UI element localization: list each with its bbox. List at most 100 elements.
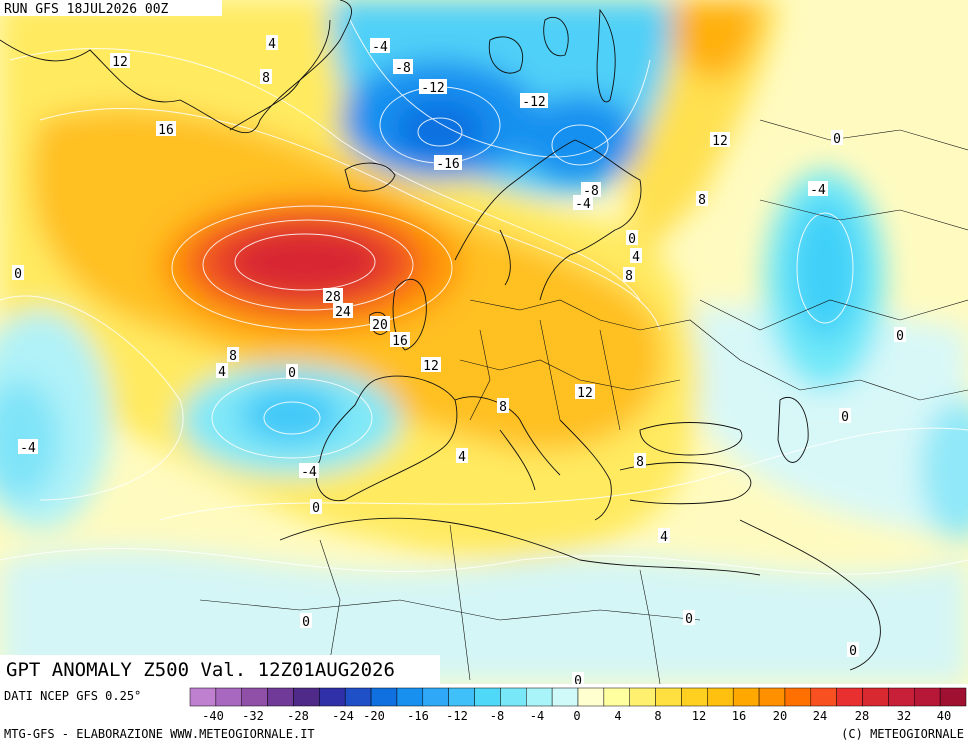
legend-tick-label: 12: [692, 709, 706, 723]
legend-tick-label: 24: [813, 709, 827, 723]
contour-label: 20: [372, 318, 388, 333]
contour-label: 0: [288, 366, 296, 381]
legend-swatch: [526, 687, 553, 707]
contour-label: -8: [395, 61, 411, 76]
legend-swatch: [888, 687, 915, 707]
contour-label-bg: [573, 195, 593, 210]
contour-label-bg: [156, 121, 176, 136]
contour-label-bg: [831, 130, 843, 145]
contour-label: -4: [575, 197, 591, 212]
legend-tick-label: 0: [573, 709, 580, 723]
contour-label: 0: [896, 329, 904, 344]
contour-label: -16: [436, 157, 459, 172]
contour-label-bg: [333, 303, 353, 318]
contour-label-bg: [310, 499, 322, 514]
contour-label-bg: [581, 182, 601, 197]
contour-label-bg: [658, 528, 670, 543]
contour-label-bg: [260, 69, 272, 84]
contour-label-bg: [626, 230, 638, 245]
legend-swatch: [836, 687, 863, 707]
legend-tick-label: 28: [855, 709, 869, 723]
legend-tick-label: -32: [242, 709, 264, 723]
contour-label-bg: [300, 613, 312, 628]
legend-swatch: [707, 687, 734, 707]
legend-swatch: [603, 687, 630, 707]
legend-tick-label: -8: [490, 709, 504, 723]
contour-label: -4: [20, 441, 36, 456]
contour-label: 8: [636, 455, 644, 470]
legend-tick-label: -4: [530, 709, 544, 723]
legend-swatch: [319, 687, 346, 707]
contour-label: 24: [335, 305, 351, 320]
legend-swatch: [862, 687, 889, 707]
legend-swatch: [396, 687, 424, 707]
contour-label-bg: [370, 38, 390, 53]
contour-label: 4: [218, 365, 226, 380]
legend-swatch: [681, 687, 708, 707]
contour-label: 0: [14, 267, 22, 282]
legend-swatch: [914, 687, 941, 707]
contour-label-bg: [520, 93, 548, 108]
legend-swatch: [370, 687, 398, 707]
legend-swatch: [267, 687, 294, 707]
legend-tick-label: -40: [202, 709, 224, 723]
contour-label: 12: [712, 134, 728, 149]
contour-label-bg: [623, 267, 635, 282]
contour-label-bg: [630, 248, 642, 263]
legend-swatch: [784, 687, 812, 707]
legend-tick-label: -20: [363, 709, 385, 723]
contour-label-bg: [808, 181, 828, 196]
contour-labels: 124816-4-8-12-12-16-8-41280-404802824201…: [12, 35, 906, 684]
contour-label: 12: [112, 55, 128, 70]
contour-label-bg: [110, 53, 130, 68]
contour-label: 4: [660, 530, 668, 545]
legend-swatch: [344, 687, 372, 707]
legend-swatch: [189, 687, 217, 707]
contour-label-bg: [683, 610, 695, 625]
contour-label: 0: [833, 132, 841, 147]
credit-right: (C) METEOGIORNALE: [841, 727, 964, 741]
contour-label-bg: [299, 463, 319, 478]
legend-swatch: [215, 687, 242, 707]
credit-left: MTG-GFS - ELABORAZIONE WWW.METEOGIORNALE…: [4, 727, 315, 741]
run-label-box: [0, 0, 222, 16]
contour-label-bg: [393, 59, 413, 74]
source-label: DATI NCEP GFS 0.25°: [4, 689, 141, 703]
contour-label: 0: [628, 232, 636, 247]
contour-label-bg: [216, 363, 228, 378]
title-box: [0, 655, 440, 684]
legend-swatch: [810, 687, 837, 707]
anomaly-field: 124816-4-8-12-12-16-8-41280-404802824201…: [0, 0, 968, 684]
legend-swatch: [551, 687, 579, 707]
contour-label-bg: [286, 364, 298, 379]
contour-label-bg: [839, 408, 851, 423]
contour-label-bg: [266, 35, 278, 50]
contour-label-bg: [572, 672, 584, 684]
legend-tick-label: -12: [446, 709, 468, 723]
legend-tick-label: -16: [407, 709, 429, 723]
contour-label-bg: [696, 191, 708, 206]
contour-label-bg: [227, 347, 239, 362]
legend-tick-label: -24: [332, 709, 354, 723]
legend-tick-label: 16: [732, 709, 746, 723]
contour-label: 8: [229, 349, 237, 364]
legend-tick-label: 8: [654, 709, 661, 723]
contour-label: 0: [849, 644, 857, 659]
contour-label-bg: [421, 357, 441, 372]
map-title: GPT ANOMALY Z500 Val. 12Z01AUG2026: [6, 659, 395, 681]
contour-label: 0: [685, 612, 693, 627]
legend-swatch: [577, 687, 605, 707]
legend-swatch: [758, 687, 786, 707]
legend-swatch: [293, 687, 320, 707]
legend-swatch: [732, 687, 760, 707]
contour-label: 12: [423, 359, 439, 374]
legend-tick-label: 32: [897, 709, 911, 723]
contour-label: 8: [698, 193, 706, 208]
contour-label: -4: [810, 183, 826, 198]
contour-label-bg: [370, 316, 390, 331]
contour-label: 28: [325, 290, 341, 305]
contour-label-bg: [634, 453, 646, 468]
legend-ticks: -40 -32 -28 -24 -20 -16 -12 -8 -4 0 4 8 12 16 20 24 28 32…: [202, 709, 951, 723]
